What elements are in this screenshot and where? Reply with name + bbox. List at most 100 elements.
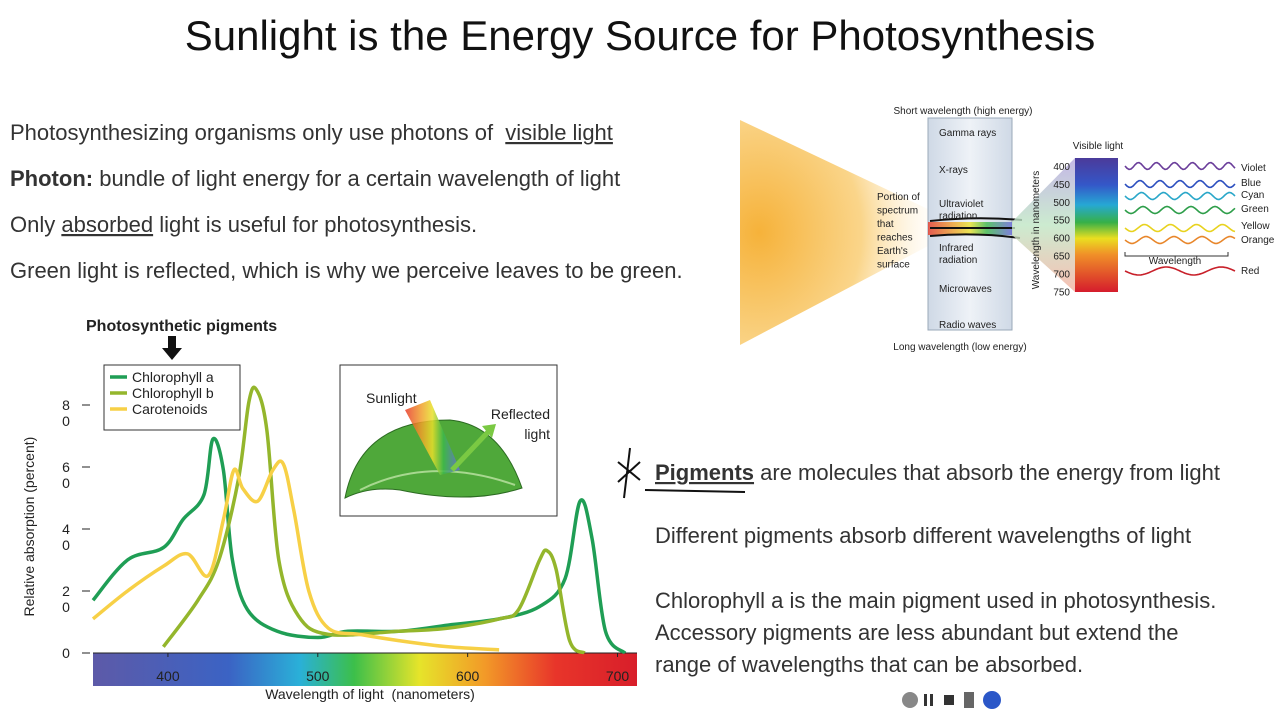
surface-label: Earth's [877, 246, 908, 257]
color-name: Violet [1241, 163, 1266, 174]
wavelength-value: 750 [1053, 287, 1070, 298]
x-axis-label: Wavelength of light (nanometers) [265, 686, 475, 702]
wavelength-value: 500 [1053, 198, 1070, 209]
spectrum-bar [93, 653, 637, 686]
wave [1124, 179, 1236, 189]
color-name: Orange [1241, 235, 1275, 246]
wavelength-value: 700 [1053, 269, 1070, 280]
note-line: Accessory pigments are less abundant but… [655, 620, 1178, 645]
legend-label: Chlorophyll b [132, 385, 214, 401]
surface-label: Portion of [877, 192, 920, 203]
wave [1124, 223, 1236, 233]
hand-drawing [929, 217, 1023, 239]
y-tick-label: 20 [58, 583, 74, 615]
legend-label: Carotenoids [132, 401, 208, 417]
spectrum-bottom-label: Long wavelength (low energy) [893, 342, 1026, 353]
wave [1124, 266, 1236, 276]
legend-label: Chlorophyll a [132, 369, 214, 385]
color-name: Blue [1241, 178, 1261, 189]
wavelength-value: 600 [1053, 234, 1070, 245]
chart-title: Photosynthetic pigments [86, 318, 277, 335]
text-line: Pigments are molecules that absorb the e… [655, 460, 1220, 485]
wave [1124, 235, 1236, 245]
sunlight-cone [740, 120, 930, 345]
leaf-vein [359, 470, 516, 491]
text-run: Only [10, 212, 61, 237]
x-tick-label: 500 [306, 668, 330, 684]
wavelength-value: 650 [1053, 252, 1070, 263]
player-controls [902, 691, 1001, 709]
reflected-label: light [524, 426, 550, 442]
leaf-inset [339, 364, 558, 517]
text-line: Green light is reflected, which is why w… [10, 258, 683, 283]
text-line: Only absorbed light is useful for photos… [10, 212, 477, 237]
band-label: Gamma rays [939, 128, 996, 139]
color-name: Cyan [1241, 190, 1264, 201]
wavelength-axis-label: Wavelength in nanometers [1031, 171, 1042, 290]
text-run: visible light [505, 120, 613, 145]
wave-label: Wavelength [1149, 256, 1201, 267]
sunlight-label: Sunlight [366, 390, 417, 406]
pause-button[interactable] [924, 694, 927, 706]
y-tick-label: 80 [58, 397, 74, 429]
text-run: Pigments [655, 460, 754, 485]
band-label: X-rays [939, 165, 968, 176]
color-name: Yellow [1241, 221, 1270, 232]
color-name: Red [1241, 266, 1259, 277]
reflected-label: Reflected [491, 406, 550, 422]
text-run: Different pigments absorb different wave… [655, 523, 1191, 548]
surface-label: that [877, 219, 894, 230]
pause-button[interactable] [930, 694, 933, 706]
x-tick-label: 700 [606, 668, 630, 684]
note-line: Chlorophyll a is the main pigment used i… [655, 588, 1216, 613]
wave [1124, 191, 1236, 201]
band-label: Infrared [939, 243, 973, 254]
slider[interactable] [964, 692, 974, 708]
wave [1124, 161, 1236, 171]
surface-label: reaches [877, 233, 913, 244]
text-run: light is useful for photosynthesis. [153, 212, 477, 237]
wave-bracket [1124, 252, 1229, 257]
reflected-arrowhead [482, 424, 496, 438]
band-label: Ultraviolet [939, 199, 984, 210]
x-tick-label: 400 [156, 668, 180, 684]
text-run: are molecules that absorb the energy fro… [754, 460, 1220, 485]
text-run: absorbed [61, 212, 153, 237]
text-run: Photon: [10, 166, 93, 191]
wavelength-value: 400 [1053, 162, 1070, 173]
surface-label: spectrum [877, 206, 918, 217]
text-line: Photon: bundle of light energy for a cer… [10, 166, 620, 191]
spectrum-top-label: Short wavelength (high energy) [894, 106, 1033, 117]
note-line: range of wavelengths that can be absorbe… [655, 652, 1083, 677]
hand-drawing [617, 447, 746, 499]
settings-button[interactable] [983, 691, 1001, 709]
band-label: Radio waves [939, 320, 996, 331]
y-axis-label: Relative absorption (percent) [21, 437, 37, 617]
back-button[interactable] [902, 692, 918, 708]
visible-fan [1012, 158, 1075, 292]
text-line: Photosynthesizing organisms only use pho… [10, 120, 613, 145]
em-artwork [740, 117, 1229, 345]
visible-label: Visible light [1073, 141, 1124, 152]
slide-title: Sunlight is the Energy Source for Photos… [185, 12, 1096, 59]
y-tick-label: 40 [58, 521, 74, 553]
text-run: Green light is reflected, which is why w… [10, 258, 683, 283]
light-beam [405, 400, 460, 475]
color-name: Green [1241, 204, 1269, 215]
reflected-arrow [450, 430, 490, 472]
text-run: bundle of light energy for a certain wav… [93, 166, 620, 191]
pointer-arrow [162, 336, 182, 360]
y-tick-label: 60 [58, 459, 74, 491]
wavelength-value: 450 [1053, 180, 1070, 191]
y-tick-label: 0 [58, 645, 74, 661]
band-label: radiation [939, 211, 977, 222]
visible-bar [1075, 158, 1118, 292]
stop-button[interactable] [944, 695, 954, 705]
x-tick-label: 600 [456, 668, 480, 684]
text-line: Different pigments absorb different wave… [655, 523, 1191, 548]
absorption-line [91, 459, 500, 652]
surface-label: surface [877, 260, 910, 271]
text-run: Photosynthesizing organisms only use pho… [10, 120, 505, 145]
wavelength-value: 550 [1053, 216, 1070, 227]
